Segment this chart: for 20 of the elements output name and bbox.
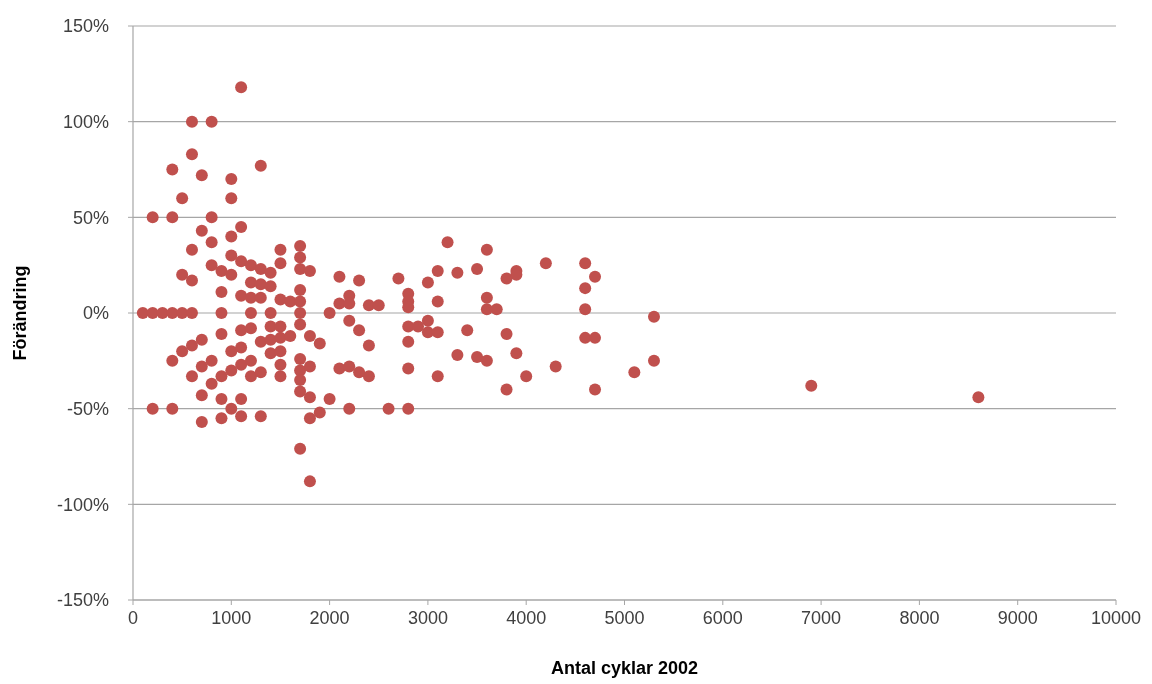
x-tick-label: 10000 bbox=[1090, 608, 1142, 628]
y-tick-label: -150% bbox=[56, 590, 109, 611]
x-tick-label: 6000 bbox=[702, 608, 743, 628]
y-tick-label: 150% bbox=[62, 16, 109, 37]
x-tick-label: 2000 bbox=[309, 608, 350, 628]
y-tick-label: 100% bbox=[62, 111, 109, 132]
x-tick-label: 7000 bbox=[801, 608, 842, 628]
x-tick-label: 3000 bbox=[407, 608, 448, 628]
y-tick-label: -100% bbox=[56, 494, 109, 515]
x-tick-label: 8000 bbox=[899, 608, 940, 628]
y-axis-title: Förändring bbox=[10, 265, 30, 361]
y-tick-label: -50% bbox=[66, 398, 109, 419]
x-tick-label: 9000 bbox=[997, 608, 1038, 628]
x-tick-label: 5000 bbox=[604, 608, 645, 628]
x-tick-label: 4000 bbox=[506, 608, 547, 628]
y-tick-label: 0% bbox=[82, 303, 109, 324]
x-tick-label: 0 bbox=[127, 608, 139, 628]
x-tick-label: 1000 bbox=[211, 608, 252, 628]
x-axis-title: Antal cyklar 2002 bbox=[550, 658, 699, 678]
y-tick-label: 50% bbox=[72, 207, 109, 228]
